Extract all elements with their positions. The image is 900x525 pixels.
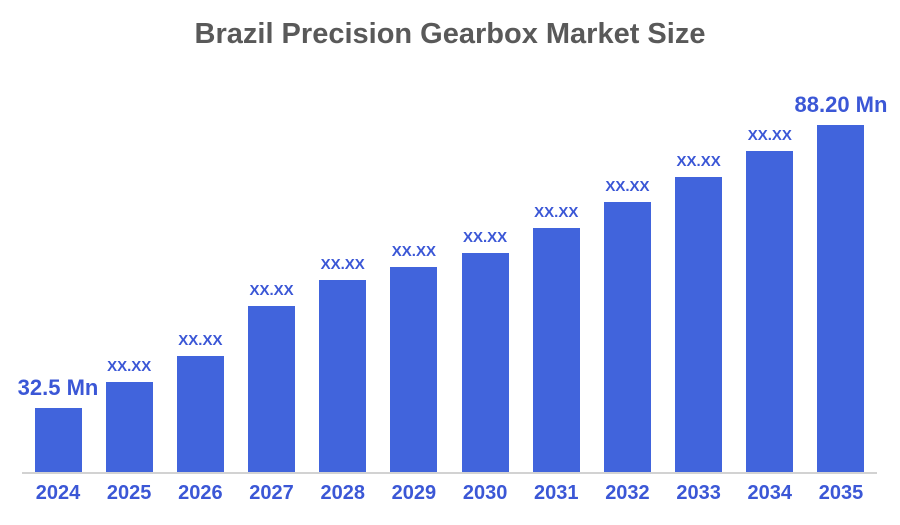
x-axis-label: 2033 [676,482,721,504]
bar-value-label: XX.XX [676,152,721,170]
bar-value-label: XX.XX [320,255,365,273]
bar-2031 [532,228,580,472]
bar-2028 [319,280,367,472]
x-axis-label: 2027 [249,482,294,504]
x-axis-label: 2024 [35,482,81,504]
x-axis-label: 2035 [818,482,864,504]
x-axis-label: 2031 [534,482,579,504]
bar-2030 [461,253,509,472]
x-axis-label: 2028 [320,482,365,504]
x-axis-label: 2030 [462,482,508,504]
bar-value-label: XX.XX [462,228,508,246]
x-axis-label: 2034 [747,482,793,504]
bar-value-label: XX.XX [605,177,650,195]
bar-2027 [248,306,296,472]
bar-2032 [603,202,651,472]
x-axis-line [22,472,877,474]
x-axis-labels: 2024 2025 2026 2027 2028 2029 2030 2031 2032 2033… [22,482,877,510]
bar-value-label: XX.XX [107,357,152,375]
bar-2034 [746,151,794,472]
bar-value-label: XX.XX [534,203,579,221]
bars-container: 32.5 Mn XX.XX XX.XX XX.XX XX.XX XX.XX XX.XX XX.… [18,0,887,472]
bar-value-label: XX.XX [178,331,223,349]
bar-2026 [176,356,224,472]
x-axis-label: 2032 [605,482,650,504]
bar-2025 [105,382,153,472]
bar-2029 [390,267,438,472]
bar-2033 [675,177,723,472]
x-axis-label: 2025 [106,482,152,504]
bar-value-label: 88.20 Mn [794,91,888,117]
bar-2035 [817,125,865,472]
chart-title: Brazil Precision Gearbox Market Size [194,18,706,50]
bar-value-label: 32.5 Mn [17,374,99,400]
x-axis-label: 2029 [391,482,437,504]
bar-value-label: XX.XX [249,281,294,299]
x-axis-label: 2026 [178,482,223,504]
bar-value-label: XX.XX [391,242,436,260]
bar-2024 [34,408,82,472]
bar-value-label: XX.XX [747,126,792,144]
